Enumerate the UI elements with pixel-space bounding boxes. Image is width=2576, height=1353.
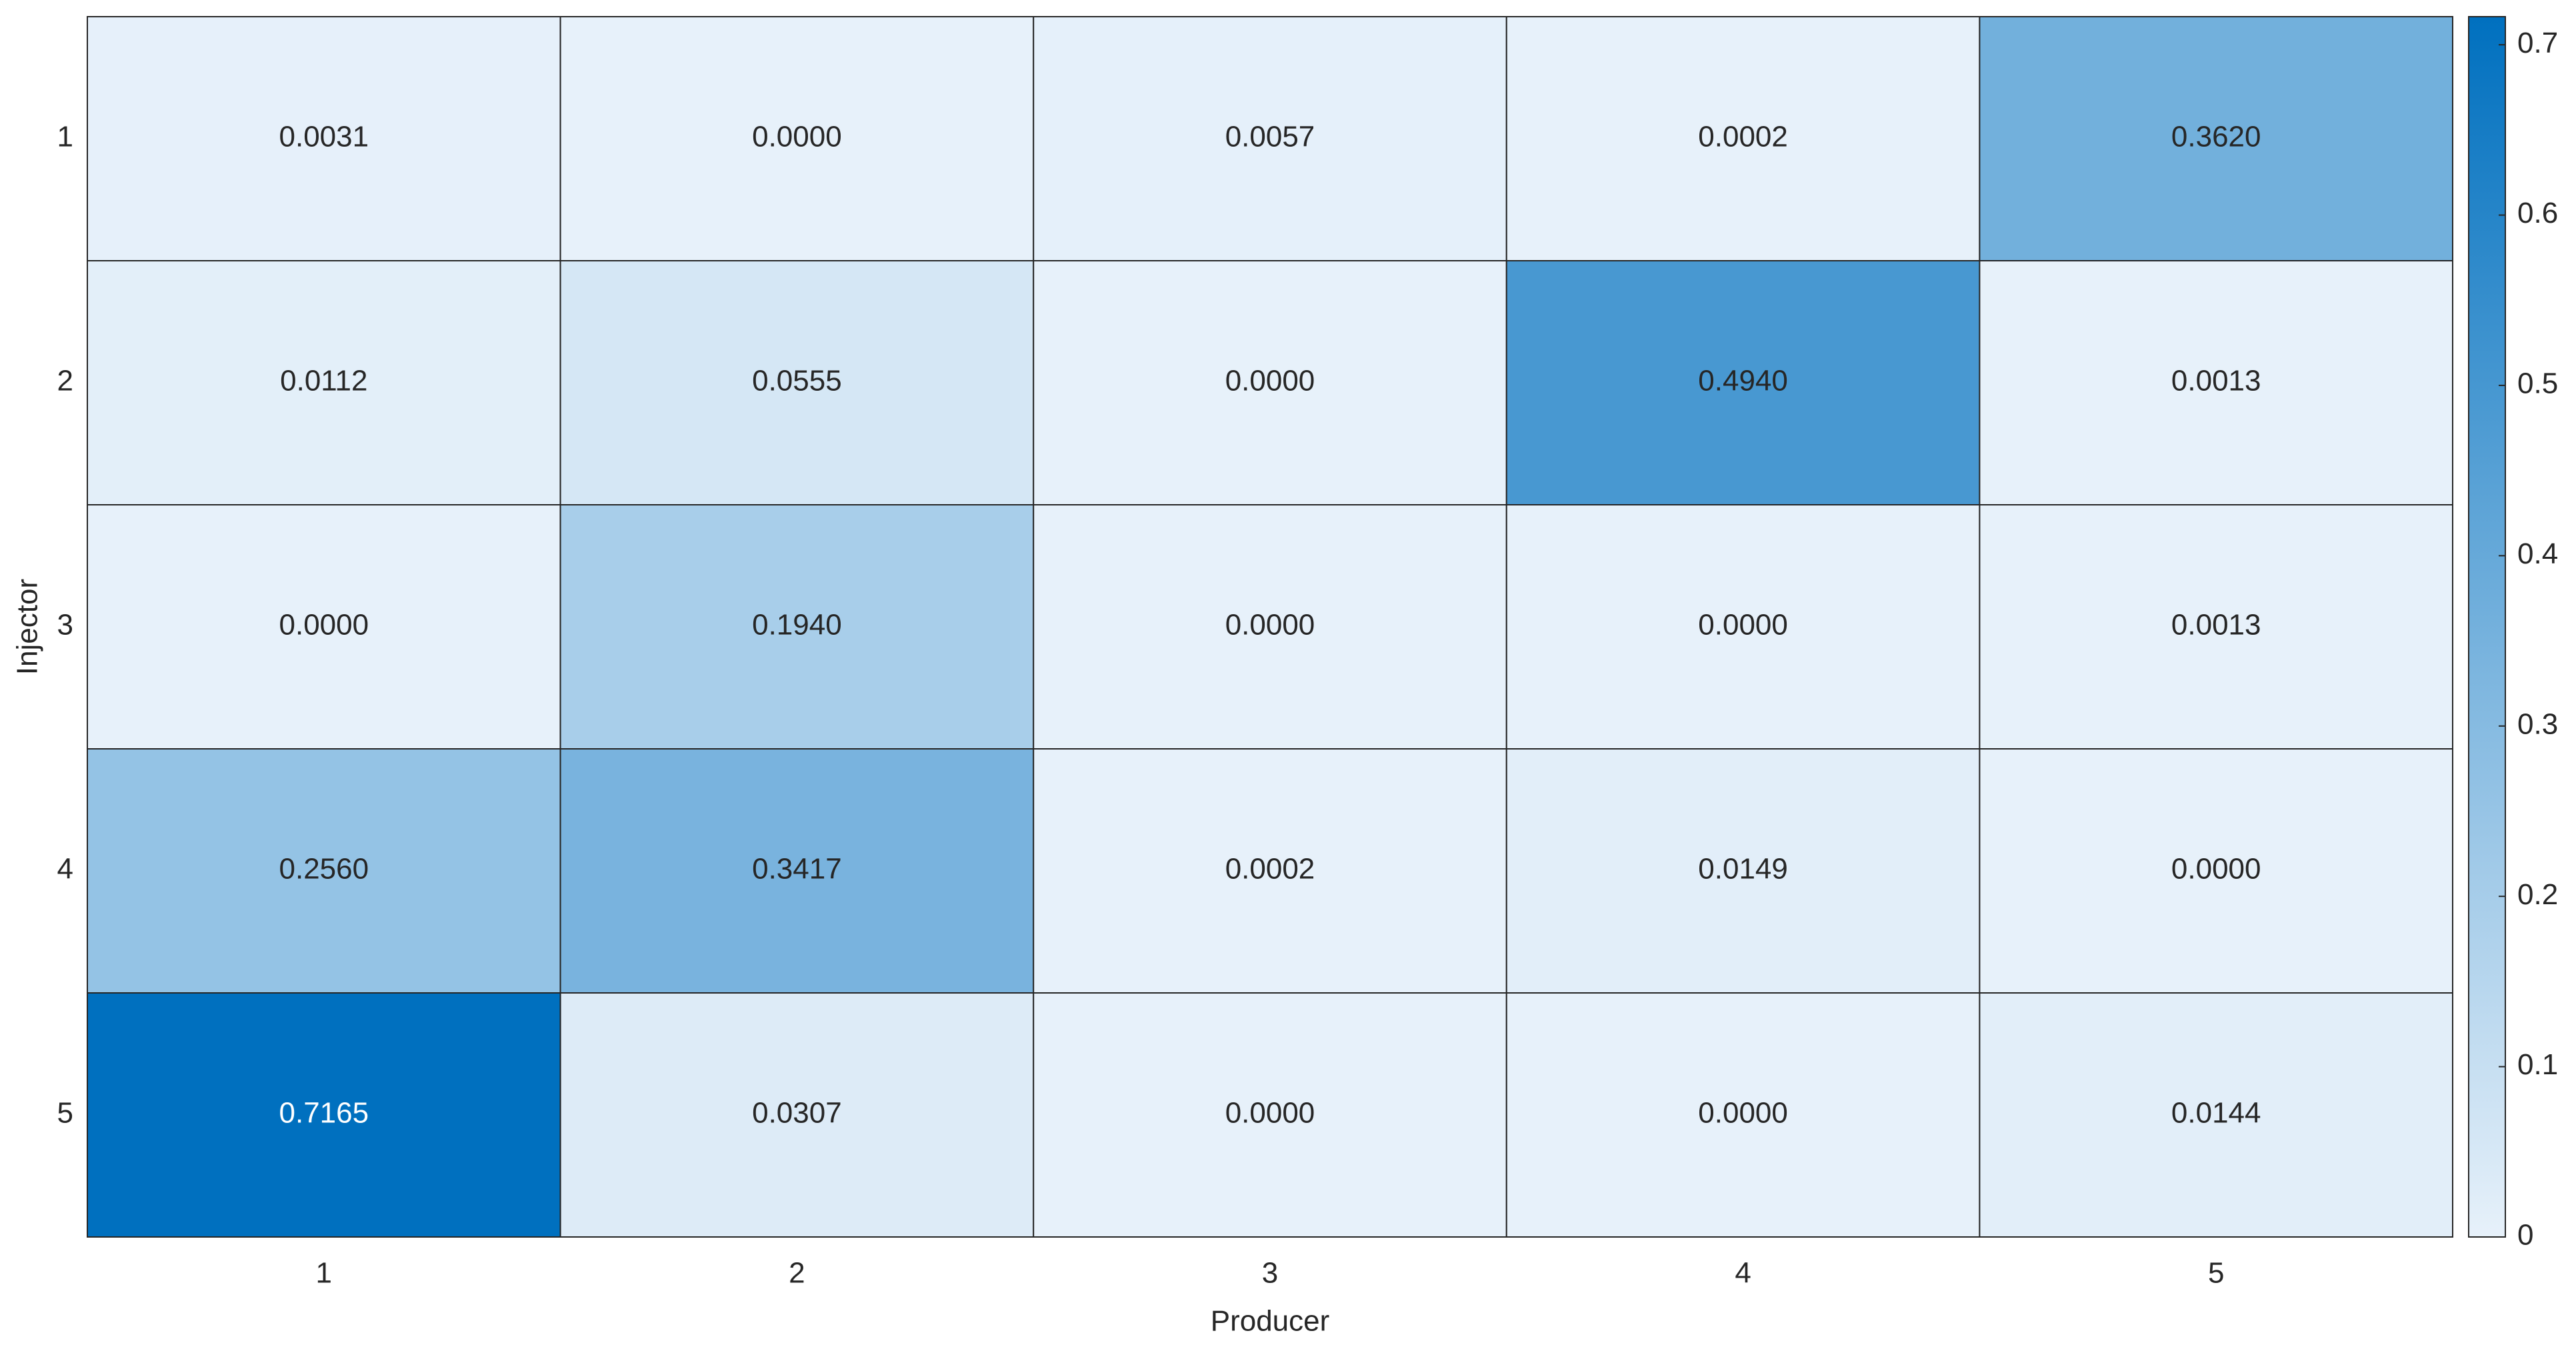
heatmap-cell <box>559 260 1035 505</box>
heatmap-cell <box>87 260 561 505</box>
heatmap-cell <box>1033 16 1507 261</box>
heatmap-cell <box>559 748 1035 994</box>
heatmap-cell <box>87 992 561 1238</box>
cell-label: 0.0013 <box>2171 365 2261 397</box>
cell-label: 0.0057 <box>1225 121 1315 153</box>
heatmap-cell <box>1505 748 1981 994</box>
heatmap-cell <box>87 16 561 261</box>
x-tick-label: 4 <box>1735 1257 1751 1290</box>
colorbar-tick-label: 0.2 <box>2517 878 2558 911</box>
x-tick-label: 3 <box>1262 1257 1278 1290</box>
colorbar-tick-label: 0.7 <box>2517 27 2558 59</box>
heatmap-cell <box>1505 16 1981 261</box>
heatmap-cell <box>1033 504 1507 750</box>
cell-label: 0.0002 <box>1225 853 1315 886</box>
cell-label: 0.0013 <box>2171 609 2261 641</box>
colorbar-tick-label: 0.5 <box>2517 367 2558 400</box>
cell-label: 0.0112 <box>280 365 367 397</box>
colorbar-tick-label: 0 <box>2517 1219 2533 1252</box>
heatmap-cell <box>1979 260 2453 505</box>
cell-label: 0.0307 <box>752 1097 842 1130</box>
cell-label: 0.7165 <box>279 1097 369 1130</box>
cell-label: 0.0144 <box>2171 1097 2261 1130</box>
heatmap-cell <box>1979 748 2453 994</box>
heatmap-cell <box>1979 992 2453 1238</box>
heatmap-cell <box>1033 260 1507 505</box>
y-axis-label: Injector <box>11 579 44 675</box>
colorbar-tick-label: 0.1 <box>2517 1048 2558 1081</box>
heatmap-cell <box>559 992 1035 1238</box>
x-tick-label: 2 <box>789 1257 805 1290</box>
cell-label: 0.0000 <box>1225 365 1315 397</box>
heatmap-cell <box>1979 504 2453 750</box>
y-tick-label: 3 <box>57 609 73 641</box>
colorbar-tick-label: 0.3 <box>2517 708 2558 740</box>
x-tick-label: 5 <box>2208 1257 2224 1290</box>
cell-label: 0.0000 <box>1225 609 1315 641</box>
cell-label: 0.4940 <box>1698 365 1788 397</box>
y-tick-label: 4 <box>57 853 73 886</box>
heatmap-cell <box>1033 748 1507 994</box>
heatmap-cell <box>1033 992 1507 1238</box>
y-tick-label: 5 <box>57 1097 73 1130</box>
cell-label: 0.1940 <box>752 609 842 641</box>
cell-label: 0.0000 <box>1698 609 1788 641</box>
colorbar <box>2468 16 2506 1238</box>
heatmap-cell <box>87 748 561 994</box>
heatmap-cell <box>1979 16 2453 261</box>
cell-label: 0.0000 <box>752 121 842 153</box>
x-tick-label: 1 <box>316 1257 332 1290</box>
cell-label: 0.0000 <box>1698 1097 1788 1130</box>
cell-label: 0.0000 <box>1225 1097 1315 1130</box>
colorbar-tick-label: 0.6 <box>2517 197 2558 229</box>
cell-label: 0.0002 <box>1698 121 1788 153</box>
cell-label: 0.0000 <box>279 609 369 641</box>
heatmap-cell <box>559 16 1035 261</box>
cell-label: 0.0031 <box>279 121 369 153</box>
cell-label: 0.0555 <box>752 365 842 397</box>
cell-label: 0.0000 <box>2171 853 2261 886</box>
cell-label: 0.3620 <box>2171 121 2261 153</box>
cell-label: 0.0149 <box>1698 853 1788 886</box>
y-tick-label: 2 <box>57 365 73 397</box>
y-tick-label: 1 <box>57 121 73 153</box>
cell-label: 0.2560 <box>279 853 369 886</box>
cell-label: 0.3417 <box>752 853 842 886</box>
heatmap-cell <box>559 504 1035 750</box>
heatmap-cell <box>1505 504 1981 750</box>
x-axis-label: Producer <box>1211 1305 1330 1338</box>
colorbar-tick-label: 0.4 <box>2517 537 2558 570</box>
